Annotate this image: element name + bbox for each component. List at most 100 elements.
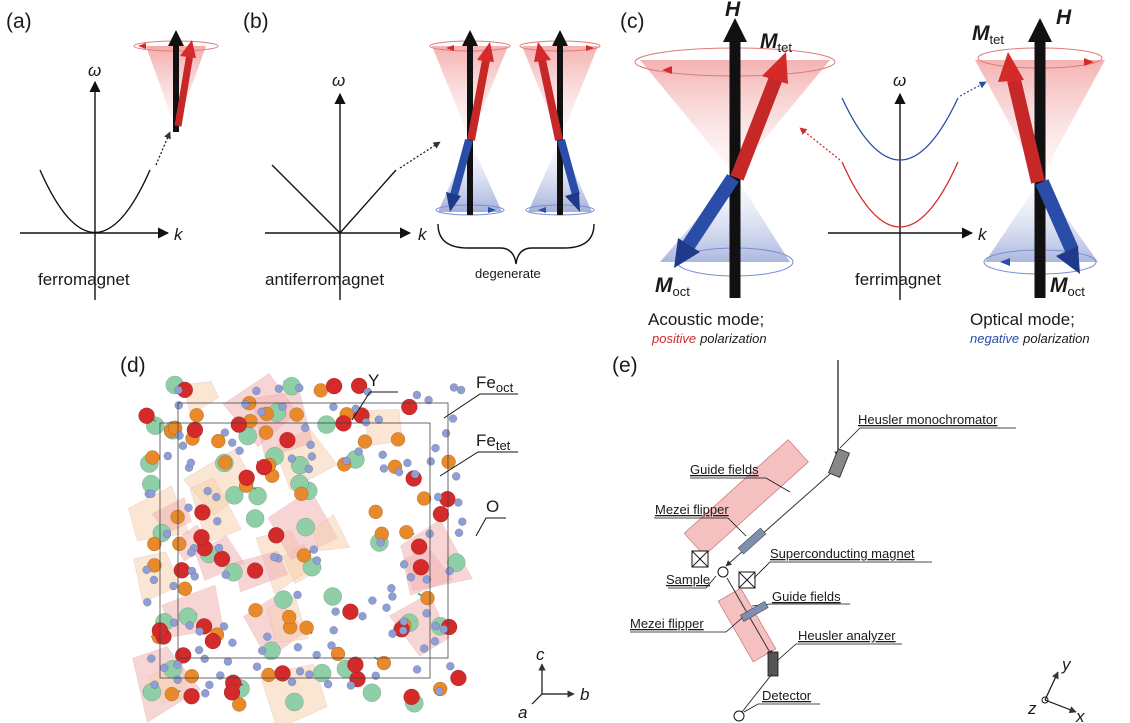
oxygen-atom — [176, 432, 184, 440]
degenerate-brace — [438, 224, 594, 264]
leader-Feoct — [444, 394, 518, 418]
label-guide-fields-1: Guide fields — [690, 462, 759, 477]
crystal-structure — [128, 373, 472, 723]
superconducting-magnet-left — [692, 551, 708, 567]
oxygen-atom — [143, 566, 151, 574]
fe-tet-atom — [297, 548, 311, 562]
oxygen-atom — [296, 667, 304, 675]
oxygen-atom — [228, 639, 236, 647]
axis-b-label: b — [580, 685, 589, 704]
pointer-acoustic — [800, 128, 840, 160]
oxygen-atom — [151, 681, 159, 689]
oxygen-atom — [220, 622, 228, 630]
guide-field-lower — [718, 588, 776, 662]
fe-oct-atom — [433, 506, 449, 522]
oxygen-atom — [427, 457, 435, 465]
fe-oct-atom — [247, 563, 263, 579]
label-heusler-analyzer: Heusler analyzer — [798, 628, 896, 643]
fe-tet-atom — [391, 432, 405, 446]
oxygen-atom — [263, 633, 271, 641]
fe-oct-atom — [401, 399, 417, 415]
fe-oct-atom — [214, 551, 230, 567]
fe-oct-atom — [404, 689, 420, 705]
axis-a-label: a — [518, 703, 527, 722]
oxygen-atom — [213, 517, 221, 525]
oxygen-atom — [258, 408, 266, 416]
pointer-arrow-a — [156, 132, 170, 165]
leader-detector — [744, 704, 820, 712]
oxygen-atom — [215, 544, 223, 552]
fe-oct-atom — [256, 459, 272, 475]
oxygen-atom — [174, 676, 182, 684]
fe-tet-atom — [249, 603, 263, 617]
axis-x-arrow — [1045, 700, 1076, 712]
panel-label-e: (e) — [612, 354, 638, 377]
k-label-a: k — [174, 225, 184, 244]
oxygen-atom — [368, 597, 376, 605]
acoustic-mode-spin — [635, 18, 835, 298]
fe-tet-atom — [421, 591, 435, 605]
panel-label-d: (d) — [120, 354, 146, 377]
oxygen-atom — [446, 567, 454, 575]
fe-tet-atom — [417, 492, 431, 506]
H-label-right: H — [1056, 6, 1072, 29]
oxygen-atom — [212, 493, 220, 501]
oxygen-atom — [305, 465, 313, 473]
oxygen-atom — [310, 546, 318, 554]
oxygen-atom — [175, 401, 183, 409]
label-Fetet: Fetet — [476, 431, 511, 453]
oxygen-atom — [355, 448, 363, 456]
oxygen-atom — [313, 557, 321, 565]
guide-field-upper — [684, 440, 808, 556]
label-mezei-flipper-2: Mezei flipper — [630, 616, 704, 631]
label-mezei-flipper-1: Mezei flipper — [655, 502, 729, 517]
oxygen-atom — [403, 459, 411, 467]
fe-oct-atom — [268, 527, 284, 543]
oxygen-atom — [395, 468, 403, 476]
fe-oct-atom — [184, 688, 200, 704]
label-monochromator: Heusler monochromator — [858, 412, 998, 427]
degenerate-label: degenerate — [475, 266, 541, 281]
oxygen-atom — [432, 444, 440, 452]
oxygen-atom — [196, 627, 204, 635]
fe-tet-atom — [185, 669, 199, 683]
oxygen-atom — [164, 452, 172, 460]
fe-tet-atom — [300, 621, 314, 635]
panel-label-c: (c) — [620, 10, 645, 33]
oxygen-atom — [179, 442, 187, 450]
oxygen-atom — [241, 400, 249, 408]
oxygen-atom — [457, 386, 465, 394]
label-O: O — [486, 497, 499, 516]
oxygen-atom — [387, 584, 395, 592]
Mtet-label-right: Mtet — [972, 22, 1004, 47]
axis-a-arrow — [532, 694, 542, 704]
oxygen-atom — [195, 646, 203, 654]
oxygen-atom — [275, 385, 283, 393]
fe-tet-atom — [218, 456, 232, 470]
fe-oct-atom — [231, 417, 247, 433]
oxygen-atom — [224, 658, 232, 666]
fe-tet-atom — [259, 426, 273, 440]
fe-oct-atom — [342, 604, 358, 620]
oxygen-atom — [423, 609, 431, 617]
oxygen-atom — [324, 680, 332, 688]
oxygen-atom — [253, 663, 261, 671]
yttrium-atom — [274, 591, 292, 609]
oxygen-atom — [295, 384, 303, 392]
yttrium-atom — [363, 684, 381, 702]
oxygen-atom — [434, 493, 442, 501]
fe-oct-atom — [411, 539, 427, 555]
oxygen-atom — [431, 637, 439, 645]
omega-label-a: ω — [88, 61, 101, 80]
fe-tet-atom — [369, 505, 383, 519]
spin-pair-2 — [520, 30, 600, 215]
fe-oct-atom — [224, 684, 240, 700]
oxygen-atom — [347, 682, 355, 690]
oxygen-atom — [173, 661, 181, 669]
oxygen-atom — [170, 619, 178, 627]
oxygen-atom — [185, 504, 193, 512]
oxygen-atom — [411, 470, 419, 478]
oxygen-atom — [147, 490, 155, 498]
oxygen-atom — [279, 403, 287, 411]
fe-oct-atom — [139, 408, 155, 424]
